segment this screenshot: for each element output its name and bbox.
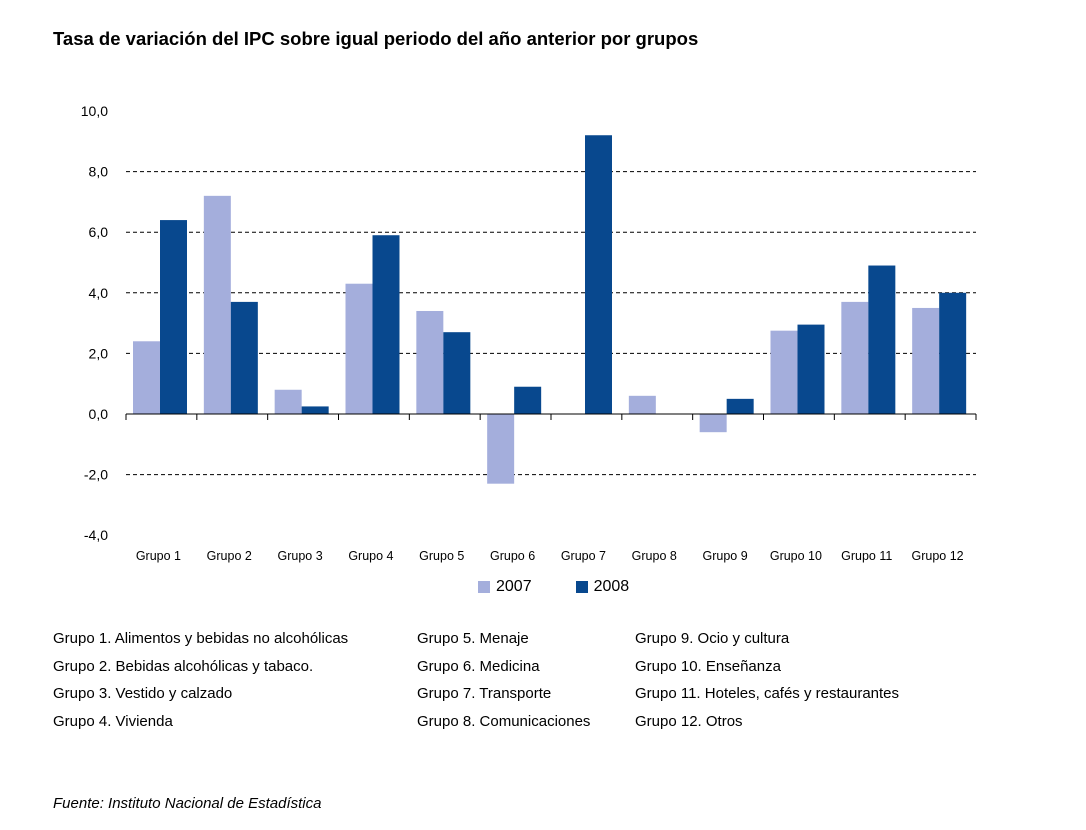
bar-2008-grupo-4 <box>372 235 400 414</box>
y-tick-label: 10,0 <box>81 103 108 119</box>
x-tick-label: Grupo 3 <box>277 549 322 563</box>
notes-column-3: Grupo 9. Ocio y cultura Grupo 10. Enseña… <box>635 629 899 739</box>
bar-2007-grupo-10 <box>770 330 798 414</box>
chart-legend: 2007 2008 <box>478 578 629 596</box>
y-tick-label: 6,0 <box>89 224 109 240</box>
note-item: Grupo 12. Otros <box>635 712 743 730</box>
bar-2007-grupo-11 <box>841 301 869 414</box>
source-note: Fuente: Instituto Nacional de Estadístic… <box>53 795 322 812</box>
bar-2007-grupo-12 <box>912 307 940 414</box>
bar-2007-grupo-4 <box>345 283 373 414</box>
note-item: Grupo 10. Enseñanza <box>635 657 781 675</box>
chart-title: Tasa de variación del IPC sobre igual pe… <box>53 28 699 49</box>
x-tick-label: Grupo 5 <box>419 549 464 563</box>
bar-2007-grupo-1 <box>133 341 160 414</box>
legend-item-2008: 2008 <box>575 578 630 596</box>
bar-2008-grupo-1 <box>160 220 187 414</box>
note-item: Grupo 11. Hoteles, cafés y restaurantes <box>635 685 900 703</box>
bar-2008-grupo-7 <box>585 135 612 415</box>
notes-column-2: Grupo 5. Menaje Grupo 6. Medicina Grupo … <box>417 629 590 739</box>
bar-2008-grupo-5 <box>443 332 471 414</box>
x-tick-label: Grupo 9 <box>702 549 747 563</box>
bar-2008-grupo-6 <box>514 386 542 414</box>
x-tick-label: Grupo 4 <box>348 549 393 563</box>
bar-2007-grupo-6 <box>487 414 515 484</box>
x-tick-label: Grupo 10 <box>770 549 822 563</box>
x-tick-label: Grupo 1 <box>136 549 181 563</box>
bar-2007-grupo-9 <box>699 414 727 433</box>
note-item: Grupo 7. Transporte <box>417 685 552 703</box>
y-tick-label: 2,0 <box>89 345 109 361</box>
legend-item-2007: 2007 <box>478 578 532 596</box>
bar-2008-grupo-10 <box>797 324 825 414</box>
bar-2008-grupo-11 <box>868 265 896 414</box>
note-item: Grupo 8. Comunicaciones <box>417 712 591 730</box>
legend-label-2007: 2007 <box>496 578 532 595</box>
legend-swatch-2008 <box>575 581 588 593</box>
y-tick-label: 4,0 <box>89 285 109 301</box>
legend-swatch-2007 <box>478 581 490 593</box>
note-item: Grupo 6. Medicina <box>417 657 540 675</box>
bar-chart: 10,0 8,0 6,0 4,0 2,0 0,0 -2,0 -4,0 Grupo 1 Grupo … <box>81 103 977 563</box>
x-tick-label: Grupo 7 <box>561 549 606 563</box>
bar-2008-grupo-3 <box>301 406 329 414</box>
note-item: Grupo 9. Ocio y cultura <box>635 630 790 647</box>
bar-2008-grupo-9 <box>726 398 754 414</box>
note-item: Grupo 5. Menaje <box>417 630 529 647</box>
x-tick-label: Grupo 6 <box>490 549 535 563</box>
bar-2007-grupo-8 <box>628 395 656 414</box>
y-tick-label: -2,0 <box>84 467 108 483</box>
legend-label-2008: 2008 <box>593 578 630 595</box>
note-item: Grupo 2. Bebidas alcohólicas y tabaco. <box>53 657 314 675</box>
x-tick-label: Grupo 2 <box>207 549 252 563</box>
note-item: Grupo 4. Vivienda <box>53 712 173 730</box>
bar-2007-grupo-5 <box>416 310 444 414</box>
y-tick-label: 8,0 <box>89 164 109 180</box>
note-item: Grupo 1. Alimentos y bebidas no alcohóli… <box>53 630 349 647</box>
bar-2007-grupo-2 <box>203 195 231 414</box>
y-tick-label: -4,0 <box>84 527 108 543</box>
notes-column-1: Grupo 1. Alimentos y bebidas no alcohóli… <box>53 629 348 739</box>
x-tick-label: Grupo 11 <box>841 549 892 563</box>
y-tick-label: 0,0 <box>89 406 109 422</box>
bar-2007-grupo-3 <box>274 389 302 414</box>
x-tick-label: Grupo 12 <box>912 549 964 563</box>
x-tick-label: Grupo 8 <box>632 549 677 563</box>
bar-2008-grupo-12 <box>939 292 967 414</box>
note-item: Grupo 3. Vestido y calzado <box>53 685 233 703</box>
bar-2008-grupo-2 <box>230 301 258 414</box>
